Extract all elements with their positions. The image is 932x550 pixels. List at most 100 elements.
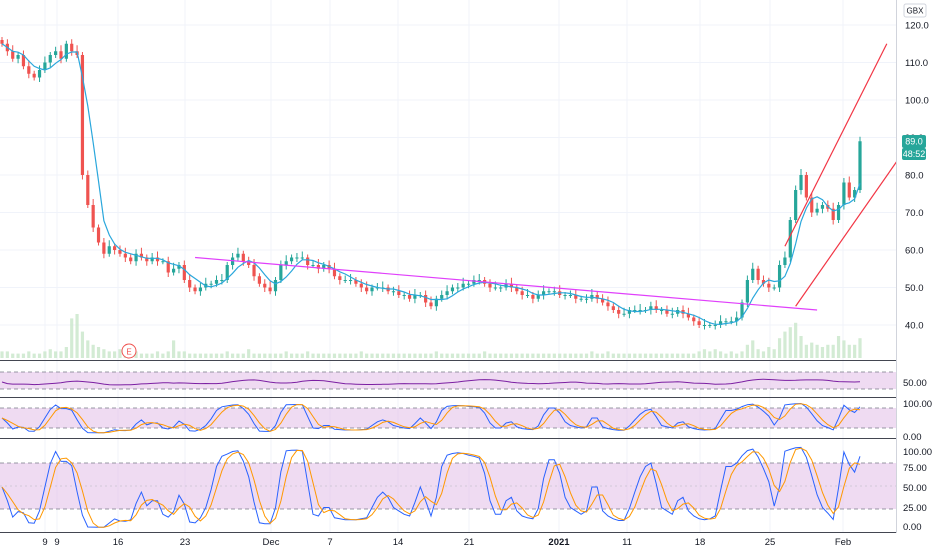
candle-body [220, 280, 224, 281]
candle-body [155, 257, 160, 262]
candle-body [348, 280, 353, 281]
volume-bar [542, 353, 546, 358]
candle-body [847, 182, 851, 198]
channel-lower-line[interactable] [795, 144, 909, 307]
candle-body [456, 287, 460, 289]
volume-bar [627, 353, 632, 358]
candle-body [761, 280, 766, 284]
volume-bar [365, 353, 369, 358]
volume-bar [751, 340, 755, 358]
time-axis[interactable] [0, 533, 897, 550]
candle-body [48, 55, 52, 63]
volume-bar [354, 353, 358, 358]
candle-body [284, 261, 288, 265]
candle-body [86, 175, 90, 205]
volume-bar [718, 351, 723, 358]
volume-bar [150, 353, 154, 358]
volume-bar [48, 349, 52, 358]
volume-bar [493, 353, 497, 358]
moving-average-line [1, 43, 861, 325]
volume-bar [831, 344, 835, 358]
earnings-marker[interactable]: E [121, 343, 137, 359]
candle-body [815, 208, 819, 213]
candle-body [343, 280, 347, 281]
volume-bar [177, 351, 181, 358]
volume-bar [139, 353, 144, 358]
volume-bar [220, 353, 224, 358]
candle-body [654, 306, 658, 310]
volume-bar [300, 353, 304, 358]
volume-bar [788, 327, 792, 358]
volume-bar [172, 340, 176, 358]
volume-bar [654, 353, 658, 358]
volume-bar [230, 353, 235, 358]
candle-body [488, 283, 492, 288]
volume-bar [166, 351, 170, 358]
channel-upper-line[interactable] [784, 43, 888, 247]
candle-body [161, 261, 165, 263]
time-tick-label: 7 [327, 537, 332, 548]
candle-body [123, 253, 127, 258]
volume-bar [91, 344, 95, 358]
candle-body [627, 310, 632, 314]
candle-body [166, 261, 170, 273]
candle-body [102, 242, 106, 254]
time-tick-label: 2021 [548, 537, 570, 548]
candle-body [670, 313, 674, 315]
volume-bar [692, 353, 696, 358]
volume-bar [568, 353, 573, 358]
volume-bar [102, 349, 106, 358]
volume-bar [327, 353, 331, 358]
candle-body [831, 208, 835, 220]
volume-bar [418, 353, 422, 358]
currency-badge[interactable]: GBX [903, 3, 927, 18]
price-tick-label: 100.0 [905, 96, 929, 107]
volume-bar [214, 353, 219, 358]
candle-body [182, 265, 186, 280]
volume-bar [611, 353, 615, 358]
volume-bar [295, 353, 299, 358]
descending-trendline[interactable] [194, 256, 818, 311]
candle-body [520, 291, 524, 295]
volume-bar [391, 353, 396, 358]
volume-bar [858, 338, 862, 358]
volume-bar [32, 353, 36, 358]
candle-body [622, 313, 626, 315]
volume-bar [563, 353, 567, 358]
volume-bar [370, 353, 374, 358]
candle-body [332, 268, 337, 277]
last-price-label: 89.0 [905, 137, 923, 147]
volume-bar [767, 347, 771, 358]
volume-bar [826, 344, 830, 358]
volume-bar [96, 347, 101, 358]
time-tick-label: 23 [180, 537, 191, 548]
candle-body [27, 66, 31, 74]
candle-body [354, 280, 358, 284]
candle-body [638, 310, 642, 311]
candle-body [659, 310, 664, 311]
candle-body [842, 182, 846, 205]
candle-body [263, 283, 267, 288]
time-tick-label: 9 [54, 537, 59, 548]
candle-body [853, 190, 857, 198]
candle-body [129, 257, 133, 262]
volume-bar [86, 340, 90, 358]
volume-bar [332, 353, 337, 358]
volume-bar [670, 353, 674, 358]
volume-bar [724, 353, 728, 358]
price-axis[interactable] [897, 0, 932, 550]
volume-bar [595, 353, 599, 358]
candle-body [402, 295, 406, 296]
candle-body [365, 287, 369, 292]
candle-body [858, 141, 862, 190]
candle-body [413, 295, 417, 299]
candle-body [134, 253, 138, 262]
candle-body [493, 287, 497, 289]
volume-bar [531, 353, 535, 358]
stoch1-d-line [1, 403, 861, 434]
oscillator-tick-label: 25.00 [903, 503, 927, 514]
oscillator-band [0, 372, 897, 389]
